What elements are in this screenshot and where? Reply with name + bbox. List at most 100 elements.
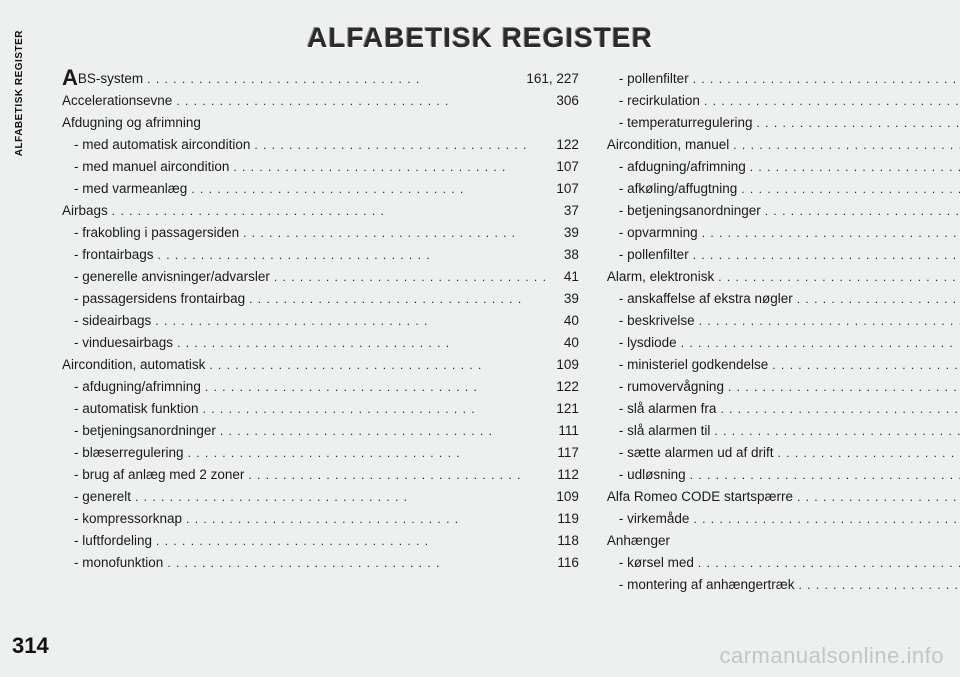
entry-label: - udløsning (619, 468, 686, 482)
entry-label: - betjeningsanordninger (74, 424, 216, 438)
entry-label: - frontairbags (74, 248, 154, 262)
leader-dots (681, 336, 960, 350)
entry-page: 122 (551, 380, 579, 394)
index-entry: - pollenfilter123 (607, 72, 960, 86)
entry-label: - lysdiode (619, 336, 677, 350)
index-column-1: ABS-system161, 227 Accelerationsevne306 Af… (62, 72, 579, 600)
leader-dots (693, 512, 960, 526)
index-entry: - temperaturregulering113 (607, 116, 960, 130)
index-entry: Alarm, elektronisk11 (607, 270, 960, 284)
index-entry: ABS-system161, 227 (62, 72, 579, 86)
leader-dots (718, 270, 960, 284)
index-entry: - sideairbags 40 (62, 314, 579, 328)
leader-dots (158, 248, 547, 262)
page-title-wrap: ALFABETISK REGISTER (30, 22, 930, 54)
entry-label: - luftfordeling (74, 534, 152, 548)
entry-label: - vinduesairbags (74, 336, 173, 350)
entry-page: 38 (551, 248, 579, 262)
big-initial: A (62, 65, 78, 90)
entry-page: 107 (551, 182, 579, 196)
index-column-2: - pollenfilter123 - recirkulation120 - tem… (607, 72, 960, 600)
entry-page: 39 (551, 226, 579, 240)
entry-label: - beskrivelse (619, 314, 695, 328)
index-entry: Alfa Romeo CODE startspærre6 (607, 490, 960, 504)
leader-dots (254, 138, 547, 152)
entry-label: - sideairbags (74, 314, 151, 328)
index-entry: Afdugning og afrimning (62, 116, 579, 130)
leader-dots (714, 424, 960, 438)
leader-dots (777, 446, 960, 460)
entry-label: Aircondition, automatisk (62, 358, 205, 372)
entry-label: - afkøling/affugtning (619, 182, 737, 196)
entry-page: 109 (551, 490, 579, 504)
leader-dots (693, 248, 960, 262)
leader-dots (147, 72, 522, 86)
page-title: ALFABETISK REGISTER (307, 22, 653, 54)
entry-page: 117 (551, 446, 579, 460)
index-entry: - blæserregulering 117 (62, 446, 579, 460)
leader-dots (205, 380, 547, 394)
index-entry: - slå alarmen til11 (607, 424, 960, 438)
leader-dots (274, 270, 547, 284)
entry-page: 122 (551, 138, 579, 152)
index-columns: ABS-system161, 227 Accelerationsevne306 Af… (62, 72, 930, 600)
leader-dots (741, 182, 960, 196)
entry-label: - afdugning/afrimning (74, 380, 201, 394)
entry-page: 39 (551, 292, 579, 306)
index-entry: Airbags 37 (62, 204, 579, 218)
entry-label: - kompressorknap (74, 512, 182, 526)
entry-label: - monofunktion (74, 556, 163, 570)
index-entry: - monofunktion116 (62, 556, 579, 570)
index-entry: - udløsning13 (607, 468, 960, 482)
entry-label: - ministeriel godkendelse (619, 358, 768, 372)
index-entry: - opvarmning108 (607, 226, 960, 240)
index-entry: - beskrivelse11 (607, 314, 960, 328)
index-entry: - frakobling i passagersiden 39 (62, 226, 579, 240)
leader-dots (693, 72, 960, 86)
leader-dots (690, 468, 960, 482)
index-entry: - slå alarmen fra12 (607, 402, 960, 416)
entry-page: 37 (551, 204, 579, 218)
entry-label: Accelerationsevne (62, 94, 172, 108)
entry-label: - sætte alarmen ud af drift (619, 446, 774, 460)
entry-label: - automatisk funktion (74, 402, 199, 416)
entry-label: - montering af anhængertræk (619, 578, 795, 592)
entry-label: - afdugning/afrimning (619, 160, 746, 174)
index-entry: - med automatisk aircondition122 (62, 138, 579, 152)
entry-page: 111 (551, 424, 579, 438)
index-entry: - automatisk funktion121 (62, 402, 579, 416)
leader-dots (177, 336, 547, 350)
entry-label: - blæserregulering (74, 446, 184, 460)
index-entry: - generelle anvisninger/advarsler41 (62, 270, 579, 284)
leader-dots (155, 314, 547, 328)
index-entry: - kørsel med233 (607, 556, 960, 570)
entry-label: Airbags (62, 204, 108, 218)
leader-dots (188, 446, 547, 460)
index-entry: - afdugning/afrimning107 (607, 160, 960, 174)
index-entry: - brug af anlæg med 2 zoner 112 (62, 468, 579, 482)
index-entry: Anhænger (607, 534, 960, 548)
index-entry: Accelerationsevne306 (62, 94, 579, 108)
entry-label: - slå alarmen til (619, 424, 711, 438)
leader-dots (167, 556, 547, 570)
index-entry: - anskaffelse af ekstra nøgler11 (607, 292, 960, 306)
index-entry: - recirkulation120 (607, 94, 960, 108)
index-entry: - virkemåde9 (607, 512, 960, 526)
leader-dots (209, 358, 547, 372)
entry-page: 112 (551, 468, 579, 482)
leader-dots (248, 468, 547, 482)
entry-page: 118 (551, 534, 579, 548)
entry-label: - brug af anlæg med 2 zoner (74, 468, 244, 482)
entry-label: - frakobling i passagersiden (74, 226, 239, 240)
entry-label: Afdugning og afrimning (62, 116, 201, 130)
entry-label: - opvarmning (619, 226, 698, 240)
entry-label: - pollenfilter (619, 248, 689, 262)
entry-label: ABS-system (62, 72, 143, 86)
entry-label: - slå alarmen fra (619, 402, 717, 416)
watermark: carmanualsonline.info (719, 643, 944, 669)
leader-dots (191, 182, 547, 196)
index-entry: - passagersidens frontairbag39 (62, 292, 579, 306)
leader-dots (699, 314, 960, 328)
leader-dots (765, 204, 960, 218)
entry-page: 40 (551, 314, 579, 328)
